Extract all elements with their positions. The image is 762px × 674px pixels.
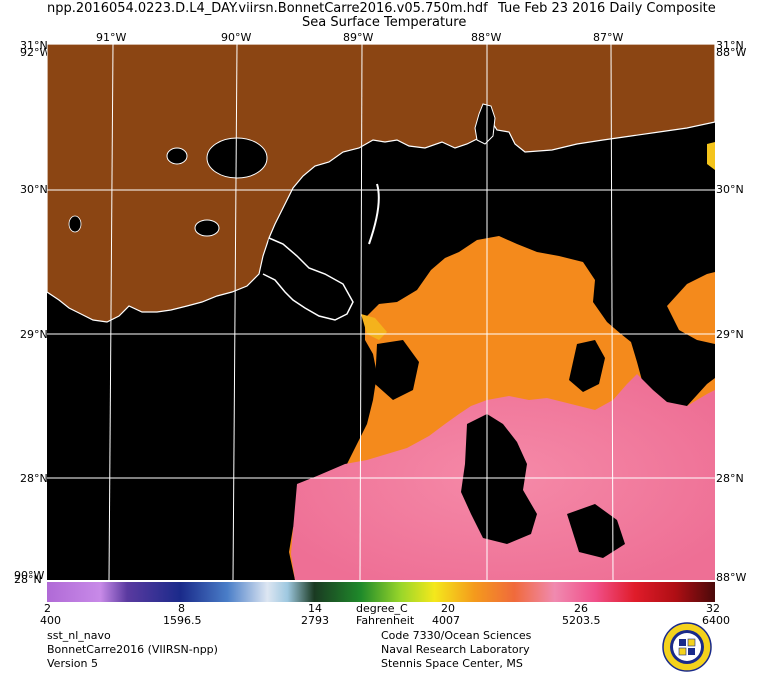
mississippi-delta [262,237,354,321]
tick-f-400: 400 [40,614,61,627]
lat-label-29n-right: 29°N [716,328,744,341]
unit-fahrenheit: Fahrenheit [356,614,415,627]
lon-label-87w: 87°W [593,31,624,44]
land-mass [47,44,715,323]
file-name: npp.2016054.0223.D.L4_DAY.viirsn.BonnetC… [47,1,488,16]
cloud-patch-2 [569,340,605,392]
sst-warm-orange-east [667,272,715,344]
lon-label-91w: 91°W [96,31,127,44]
sst-map [47,44,715,580]
corner-bl-lat: 28°N [14,573,42,586]
colorbar [47,582,715,602]
footer-lab: Naval Research Laboratory [381,643,530,656]
lon-label-90w: 90°W [221,31,252,44]
lat-label-30n-right: 30°N [716,183,744,196]
corner-tl-lat: 31°N [20,39,48,52]
footer-version: Version 5 [47,657,98,670]
meridian-89w [359,44,363,580]
footer-algorithm: sst_nl_navo [47,629,111,642]
lon-label-88w: 88°W [471,31,502,44]
unit-celsius: degree_C [356,602,408,615]
cloud-patch-3 [607,270,637,312]
composite-date: Tue Feb 23 2016 Daily Composite [498,1,716,16]
meridian-91w [108,44,114,580]
product-title: Sea Surface Temperature [302,15,467,30]
tick-c-20: 20 [441,602,455,615]
cloud-patch-5 [375,340,419,400]
footer-region: BonnetCarre2016 (VIIRSN-npp) [47,643,218,656]
tick-c-14: 14 [308,602,322,615]
lat-label-30n-left: 30°N [20,183,48,196]
meridian-87w [610,44,614,580]
lake-maurepas [166,147,188,165]
tick-c-8: 8 [178,602,185,615]
inland-lake-west [68,215,82,233]
nrl-seal-logo [662,622,712,672]
colorbar-gradient [47,582,715,602]
footer-code: Code 7330/Ocean Sciences [381,629,532,642]
inland-lake [194,219,220,237]
corner-br-lon: 88°W [716,571,747,584]
lat-label-28n-right: 28°N [716,472,744,485]
chandeleur-islands [368,183,380,245]
footer-location: Stennis Space Center, MS [381,657,523,670]
cloud-patch-1 [461,414,537,544]
corner-bl-lon: 90°W [14,569,45,582]
tick-f-1596: 1596.5 [163,614,202,627]
meridian-90w [232,44,238,580]
tick-f-6400: 6400 [702,614,730,627]
lat-label-29n-left: 29°N [20,328,48,341]
cloud-patch-4 [567,504,625,558]
tick-c-32: 32 [706,602,720,615]
corner-tr-lat: 31°N [716,39,744,52]
tick-c-26: 26 [574,602,588,615]
lake-pontchartrain [206,137,268,179]
graticule [47,44,715,580]
mobile-bay [474,103,496,145]
lon-label-89w: 89°W [343,31,374,44]
tick-f-5203: 5203.5 [562,614,601,627]
corner-tr-lon: 88°W [716,46,747,59]
tick-f-2793: 2793 [301,614,329,627]
tick-f-4007: 4007 [432,614,460,627]
tick-c-2: 2 [44,602,51,615]
sst-warm-yellow-east [707,142,715,170]
lat-label-28n-left: 28°N [20,472,48,485]
corner-tl-lon: 92°W [20,46,51,59]
